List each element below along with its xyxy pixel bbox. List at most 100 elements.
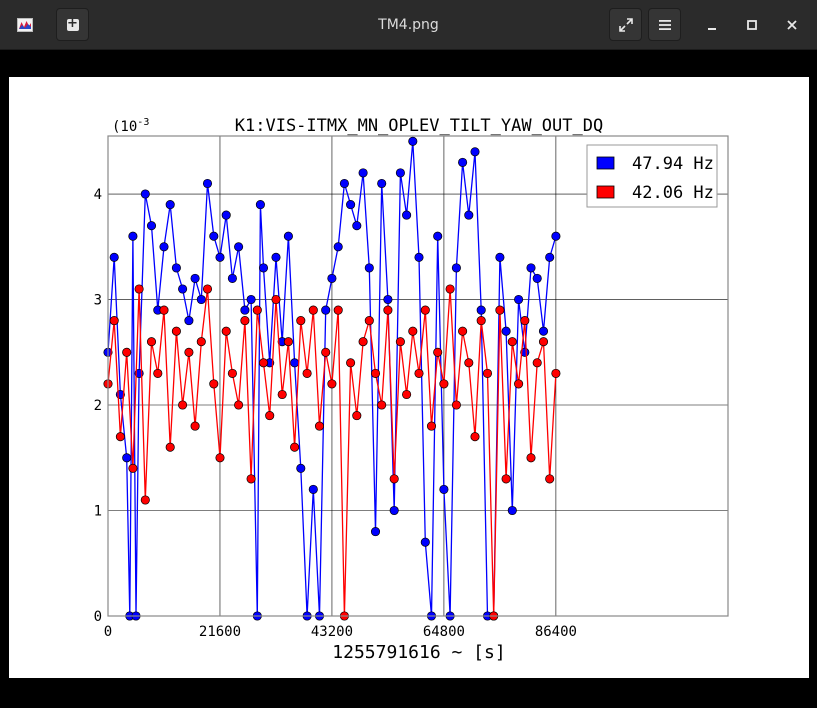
window-title: TM4.png	[378, 17, 439, 33]
data-point	[290, 358, 300, 368]
data-point	[171, 326, 181, 336]
data-point	[458, 326, 468, 336]
data-point	[395, 337, 405, 347]
close-button[interactable]	[781, 14, 803, 36]
data-point	[178, 284, 188, 294]
data-point	[358, 337, 368, 347]
y-tick-label: 2	[94, 398, 102, 414]
data-point	[476, 305, 486, 315]
minimize-button[interactable]	[701, 14, 723, 36]
x-tick-label: 86400	[535, 624, 577, 640]
data-point	[296, 463, 306, 473]
data-point	[258, 263, 269, 273]
maximize-icon	[747, 20, 757, 30]
data-point	[321, 347, 331, 357]
tick-layer: 0 21600 43200 64800 86400 0 1 2 3 4	[94, 187, 577, 640]
chart-title: K1:VIS-ITMX_MN_OPLEV_TILT_YAW_OUT_DQ	[235, 116, 603, 136]
y-tick-label: 4	[94, 187, 102, 203]
data-point	[364, 316, 374, 326]
data-point	[165, 200, 175, 210]
data-point	[551, 231, 561, 241]
data-point	[128, 463, 138, 473]
image-canvas: 0 21600 43200 64800 86400 0 1 2 3 4 K1:VIS-ITMX_M…	[0, 50, 817, 708]
maximize-button[interactable]	[741, 14, 763, 36]
data-point	[190, 273, 200, 283]
data-point	[501, 474, 511, 484]
x-tick-label: 43200	[311, 624, 353, 640]
data-point	[221, 210, 231, 220]
data-point	[234, 400, 244, 410]
data-point	[439, 379, 449, 389]
legend-swatch-1	[596, 156, 615, 170]
data-point	[227, 273, 237, 283]
data-point	[414, 252, 424, 262]
data-point	[171, 263, 181, 273]
data-point	[115, 432, 125, 442]
data-point	[159, 305, 169, 315]
data-point	[283, 337, 293, 347]
data-point	[308, 305, 318, 315]
data-point	[507, 505, 517, 516]
data-point	[202, 178, 213, 189]
data-point	[520, 316, 530, 326]
data-point	[327, 379, 337, 389]
close-icon	[787, 20, 797, 30]
data-point	[439, 484, 449, 494]
new-tab-button[interactable]: +	[56, 8, 89, 41]
data-point	[420, 305, 430, 315]
data-point	[408, 136, 418, 146]
y-tick-label: 3	[94, 293, 102, 309]
data-point	[414, 368, 424, 378]
plot-figure: 0 21600 43200 64800 86400 0 1 2 3 4 K1:VIS-ITMX_M…	[9, 77, 809, 678]
data-point	[128, 231, 138, 241]
data-point	[433, 231, 443, 241]
data-point	[146, 337, 157, 347]
data-point	[346, 358, 356, 368]
plot-frame	[107, 135, 729, 617]
data-point	[551, 368, 561, 378]
data-point	[246, 474, 256, 484]
data-point	[470, 147, 480, 157]
data-point	[196, 337, 206, 347]
y-scale-label: (10-3	[112, 117, 149, 135]
legend-label-1: 47.94 Hz	[632, 154, 714, 174]
x-tick-label: 0	[104, 624, 112, 640]
data-point	[184, 347, 194, 357]
data-point	[258, 358, 269, 368]
data-point	[526, 263, 536, 273]
data-point	[196, 294, 206, 305]
data-point	[122, 453, 132, 463]
title-bar: + TM4.png	[0, 0, 817, 50]
data-point	[308, 484, 318, 494]
data-point	[352, 221, 362, 231]
data-point	[538, 337, 549, 347]
data-point	[433, 347, 443, 357]
menu-icon	[658, 19, 671, 30]
data-point	[383, 305, 393, 315]
y-tick-label: 0	[94, 609, 102, 625]
legend-swatch-2	[596, 185, 615, 199]
data-point	[146, 221, 157, 231]
menu-button[interactable]	[648, 8, 681, 41]
data-point	[140, 189, 150, 199]
data-point	[240, 305, 250, 315]
data-point	[377, 400, 387, 410]
data-point	[389, 474, 399, 484]
minimize-icon	[708, 28, 716, 30]
data-point	[532, 273, 542, 283]
data-point	[426, 421, 437, 431]
data-point	[202, 284, 213, 294]
x-tick-label: 64800	[423, 624, 465, 640]
data-point	[265, 411, 275, 421]
data-point	[140, 495, 150, 505]
y-tick-label: 1	[94, 504, 102, 520]
data-point	[339, 178, 349, 189]
data-point	[514, 294, 524, 305]
data-point	[190, 421, 200, 431]
data-point	[209, 379, 219, 389]
data-point	[402, 389, 412, 400]
data-point	[507, 337, 517, 347]
data-point	[482, 368, 493, 378]
fullscreen-button[interactable]	[609, 8, 642, 41]
legend: 47.94 Hz 42.06 Hz	[586, 144, 718, 208]
